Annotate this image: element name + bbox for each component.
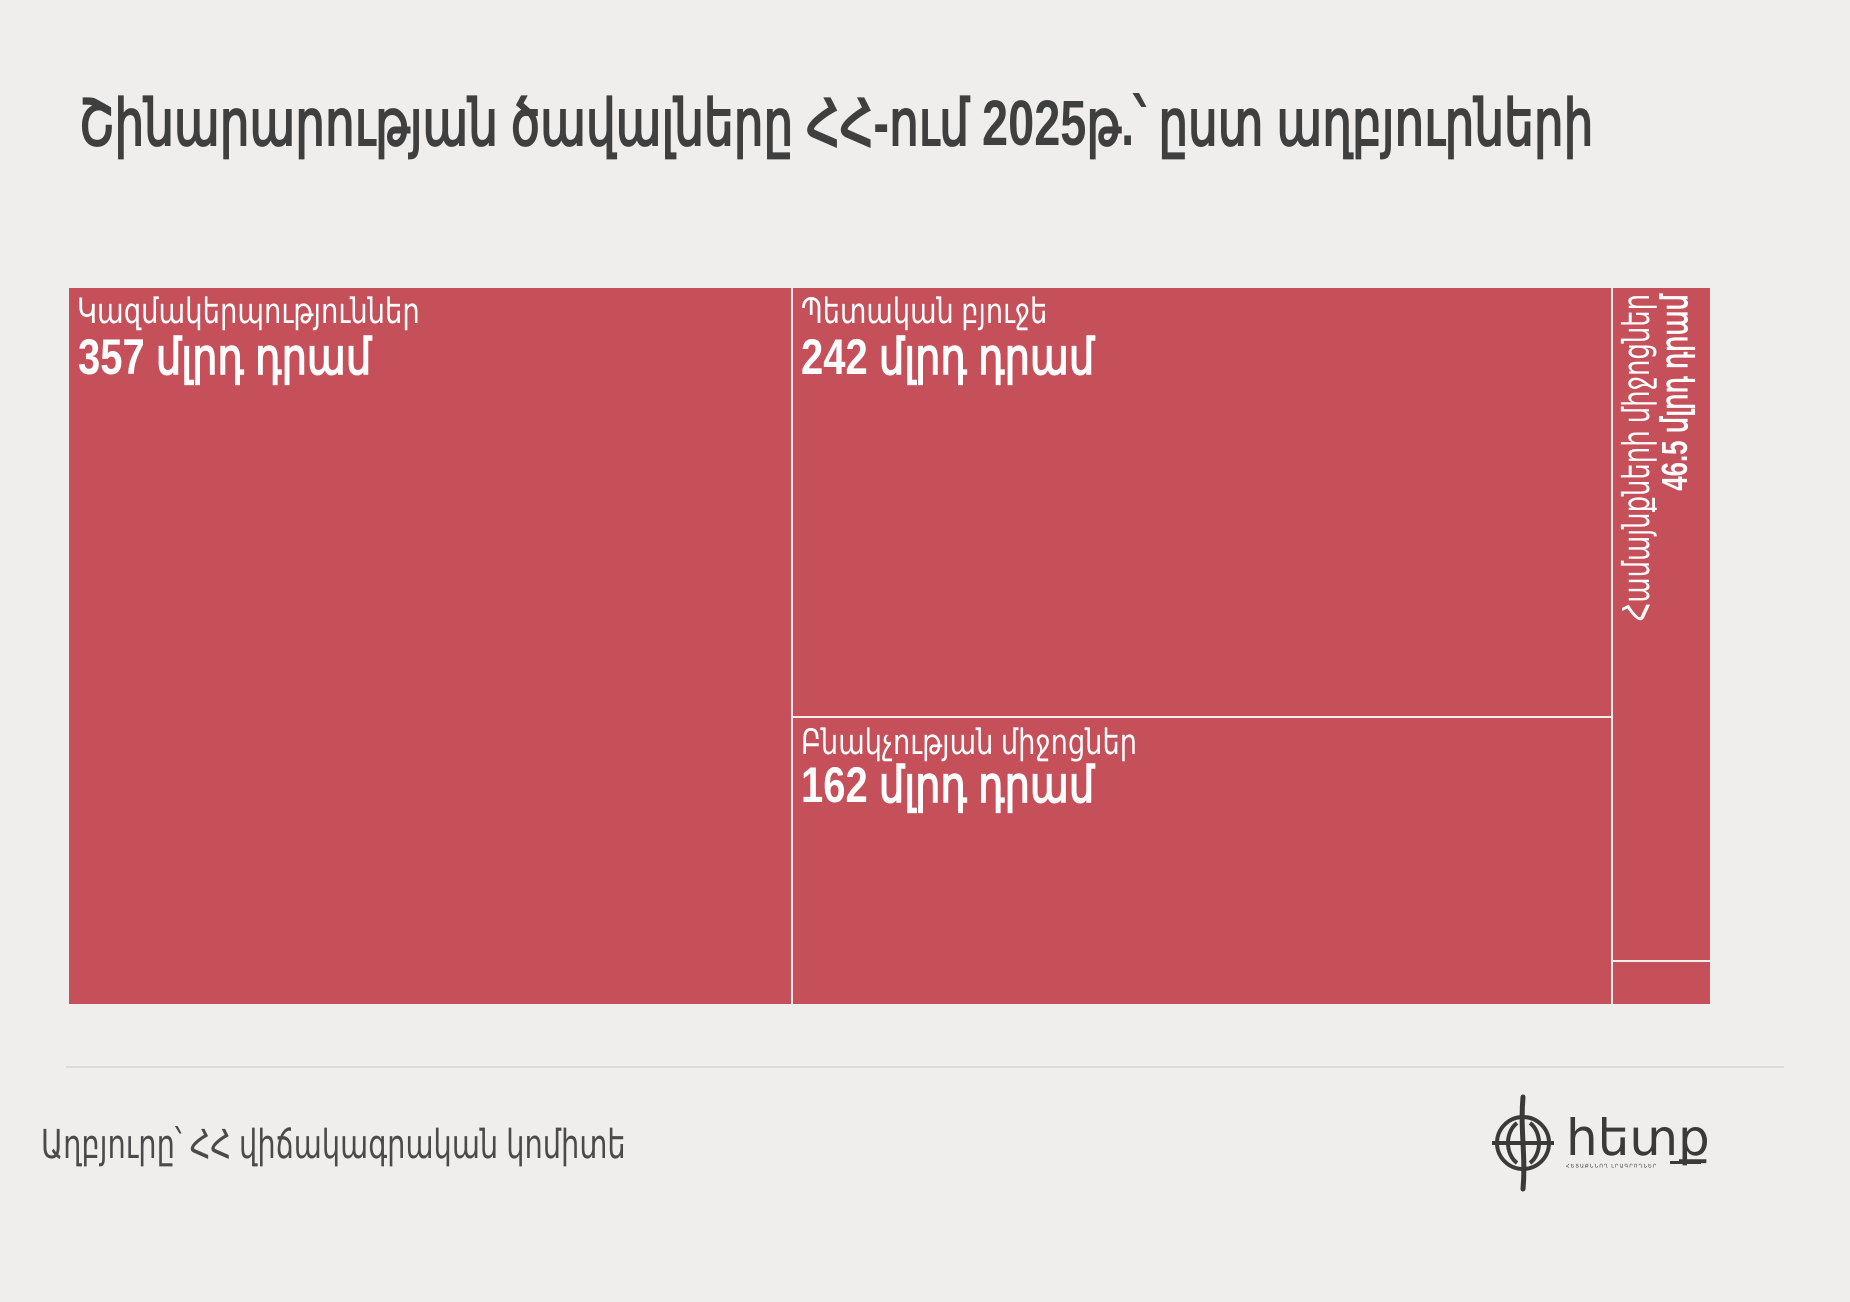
svg-text:ՀԵՏԱՔՆՆՈՂ ԼՐԱԳՐՈՂՆԵՐ: ՀԵՏԱՔՆՆՈՂ ԼՐԱԳՐՈՂՆԵՐ <box>1566 1164 1657 1170</box>
svg-text:հետք: հետք <box>1566 1110 1710 1166</box>
